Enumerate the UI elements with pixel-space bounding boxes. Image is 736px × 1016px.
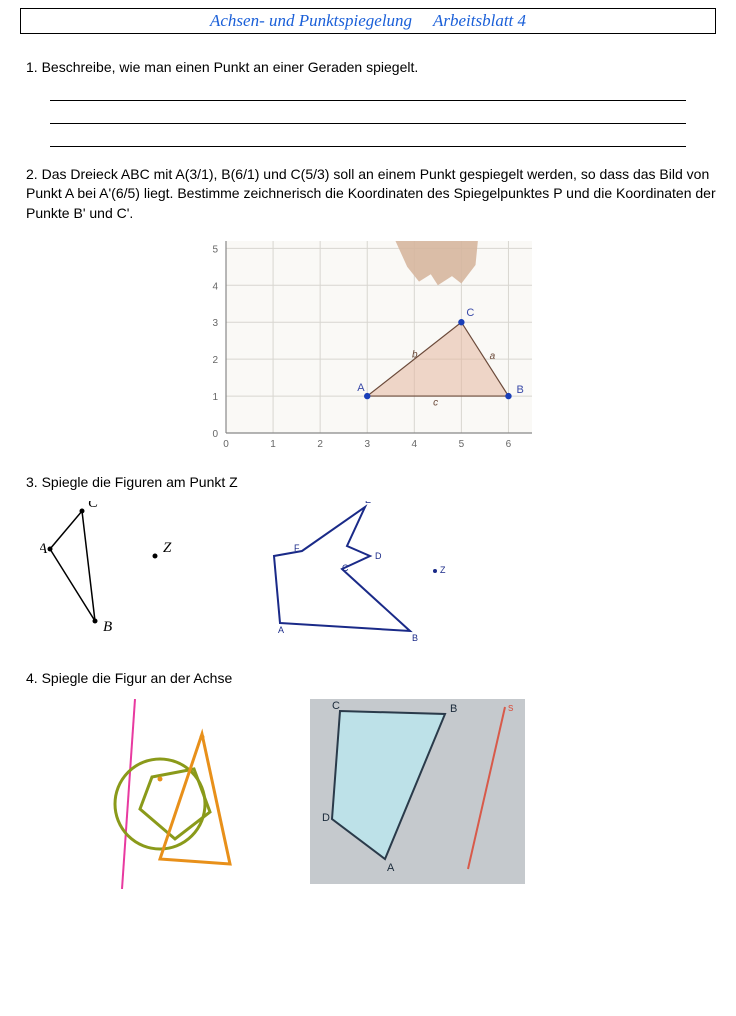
svg-text:B: B bbox=[516, 384, 523, 396]
svg-text:5: 5 bbox=[459, 439, 465, 450]
svg-text:0: 0 bbox=[212, 429, 218, 440]
q4-text: Spiegle die Figur an der Achse bbox=[42, 670, 233, 686]
svg-text:b: b bbox=[412, 350, 418, 361]
svg-text:1: 1 bbox=[212, 392, 218, 403]
svg-text:C: C bbox=[332, 700, 340, 712]
q3-figure-left: A B C Z bbox=[40, 501, 200, 641]
page-title: Achsen- und Punktspiegelung Arbeitsblatt… bbox=[20, 8, 716, 34]
svg-text:3: 3 bbox=[364, 439, 370, 450]
q3-number: 3. bbox=[26, 474, 38, 490]
svg-text:2: 2 bbox=[317, 439, 323, 450]
answer-line bbox=[50, 82, 686, 101]
svg-text:C: C bbox=[466, 308, 474, 320]
question-2: 2. Das Dreieck ABC mit A(3/1), B(6/1) un… bbox=[20, 165, 716, 456]
q2-number: 2. bbox=[26, 166, 38, 182]
svg-text:1: 1 bbox=[270, 439, 276, 450]
svg-text:3: 3 bbox=[212, 319, 218, 330]
q1-number: 1. bbox=[26, 59, 38, 75]
q3-figure-right: A B C D E F Z bbox=[270, 501, 480, 651]
svg-text:B: B bbox=[450, 703, 457, 715]
q4-number: 4. bbox=[26, 670, 38, 686]
svg-text:A: A bbox=[357, 382, 365, 394]
svg-text:5: 5 bbox=[212, 245, 218, 256]
worksheet-page: Achsen- und Punktspiegelung Arbeitsblatt… bbox=[0, 0, 736, 927]
svg-text:4: 4 bbox=[412, 439, 418, 450]
question-4: 4. Spiegle die Figur an der Achse C B A Ds bbox=[20, 669, 716, 889]
svg-text:F: F bbox=[294, 543, 300, 553]
answer-line bbox=[50, 128, 686, 147]
question-1: 1. Beschreibe, wie man einen Punkt an ei… bbox=[20, 58, 716, 147]
q3-text: Spiegle die Figuren am Punkt Z bbox=[42, 474, 238, 490]
coordinate-grid-figure: 0 1 2 3 4 5 6 0 1 2 3 4 5 A B Ca b c bbox=[198, 235, 538, 455]
svg-text:2: 2 bbox=[212, 356, 218, 367]
svg-text:0: 0 bbox=[223, 439, 229, 450]
svg-text:6: 6 bbox=[506, 439, 512, 450]
svg-text:E: E bbox=[365, 501, 371, 505]
svg-text:a: a bbox=[490, 352, 496, 363]
q1-text: Beschreibe, wie man einen Punkt an einer… bbox=[42, 59, 419, 75]
svg-text:C: C bbox=[88, 501, 99, 511]
svg-text:c: c bbox=[433, 398, 438, 409]
question-3: 3. Spiegle die Figuren am Punkt Z A B C Z A… bbox=[20, 473, 716, 651]
svg-text:B: B bbox=[103, 619, 112, 635]
q2-text: Das Dreieck ABC mit A(3/1), B(6/1) und C… bbox=[26, 166, 716, 221]
svg-text:D: D bbox=[322, 812, 330, 824]
svg-text:A: A bbox=[387, 862, 395, 874]
svg-text:4: 4 bbox=[212, 282, 218, 293]
q4-figure-right: C B A Ds bbox=[310, 699, 525, 884]
svg-text:s: s bbox=[508, 702, 514, 714]
svg-text:A: A bbox=[278, 625, 284, 635]
svg-text:Z: Z bbox=[163, 540, 172, 556]
svg-text:D: D bbox=[375, 551, 382, 561]
svg-text:B: B bbox=[412, 633, 418, 643]
svg-text:C: C bbox=[342, 563, 349, 573]
svg-text:Z: Z bbox=[440, 565, 446, 575]
svg-text:A: A bbox=[40, 541, 48, 557]
answer-line bbox=[50, 105, 686, 124]
q4-figure-left bbox=[90, 699, 280, 889]
